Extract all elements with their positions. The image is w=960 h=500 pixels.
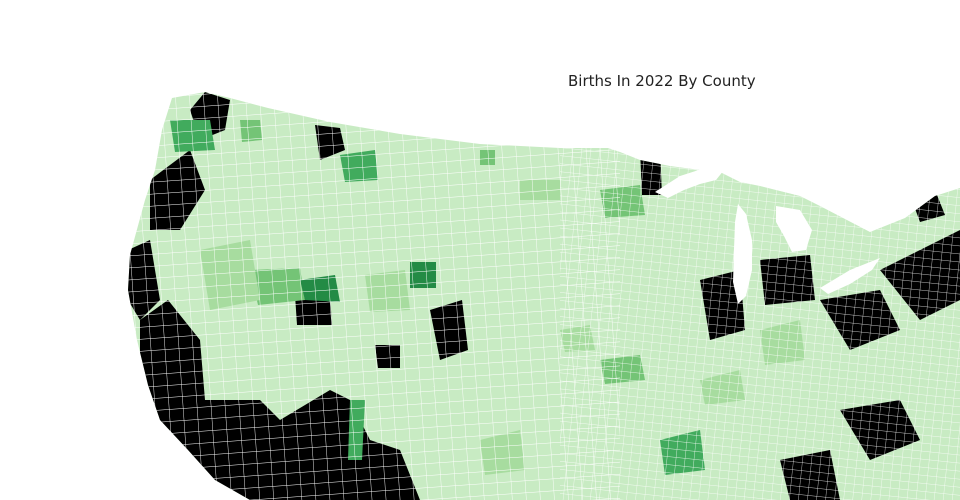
lake-huron xyxy=(776,206,812,252)
map-title: Births In 2022 By County xyxy=(568,72,756,90)
lake-michigan xyxy=(733,204,752,304)
county-borders-west xyxy=(128,92,620,500)
great-lakes xyxy=(655,168,880,304)
lake-erie xyxy=(820,258,880,294)
lake-superior xyxy=(655,168,724,198)
county-borders-east xyxy=(560,92,960,500)
